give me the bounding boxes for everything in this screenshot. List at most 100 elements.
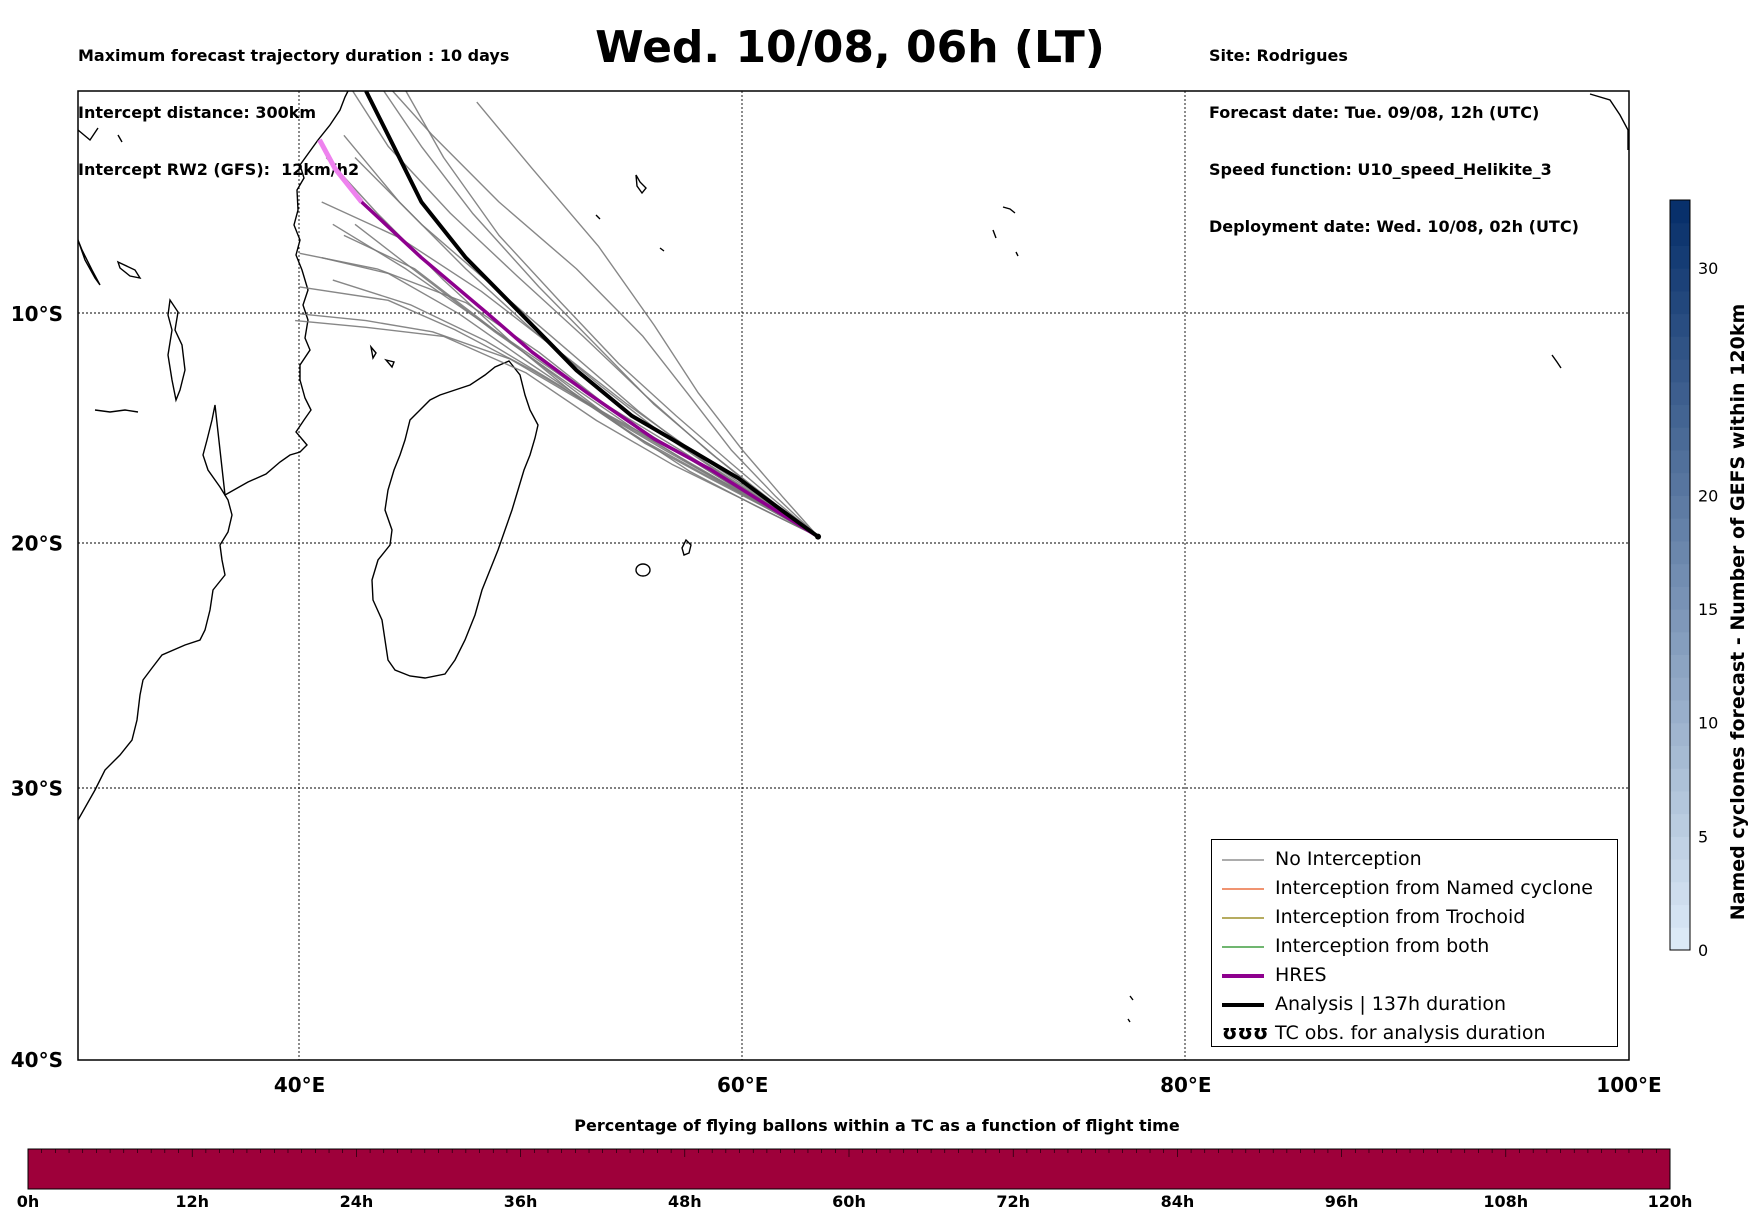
colorbar-tick-label: 10 xyxy=(1698,714,1718,733)
gefs-track xyxy=(352,91,819,538)
latitude-tick-label: 20°S xyxy=(11,532,63,556)
mauritius-island xyxy=(681,538,692,556)
graticule xyxy=(78,91,1629,1060)
lake-malawi xyxy=(167,298,186,403)
gefs-track xyxy=(299,313,819,538)
legend-item: ʊʊʊ TC obs. for analysis duration xyxy=(1212,1020,1617,1048)
time-label: 96h xyxy=(1324,1192,1359,1211)
far-east-islands xyxy=(1127,93,1629,1023)
main-title: Wed. 10/08, 06h (LT) xyxy=(595,22,1105,73)
africa-coastline-north xyxy=(78,127,123,143)
colorbar-tick-label: 0 xyxy=(1698,941,1708,960)
legend-label: Interception from Named cyclone xyxy=(1275,877,1593,899)
time-label: 72h xyxy=(996,1192,1031,1211)
colorbar-cell xyxy=(1670,450,1690,474)
colorbar-tick-label: 5 xyxy=(1698,827,1708,846)
colorbar-cell xyxy=(1670,813,1690,837)
right-colorbar: 0 5 10 15 20 30 xyxy=(1669,199,1718,960)
bottom-colorbar-title: Percentage of flying ballons within a TC… xyxy=(574,1116,1180,1135)
comoros-islands xyxy=(369,344,395,369)
colorbar-cell xyxy=(1670,677,1690,701)
colorbar-cell xyxy=(1670,904,1690,928)
gefs-track xyxy=(476,101,819,538)
legend-swatch xyxy=(1222,917,1264,919)
header-right-line: Deployment date: Wed. 10/08, 02h (UTC) xyxy=(1209,217,1579,236)
colorbar-tick-label: 20 xyxy=(1698,486,1718,505)
colorbar-cell xyxy=(1670,836,1690,860)
colorbar-cell xyxy=(1670,540,1690,565)
colorbar-cell xyxy=(1670,222,1690,246)
time-label: 108h xyxy=(1483,1192,1529,1211)
colorbar-cell xyxy=(1670,495,1690,519)
gefs-track xyxy=(405,91,819,538)
time-label: 24h xyxy=(339,1192,374,1211)
header-left-line: Intercept distance: 300km xyxy=(78,103,317,122)
coastlines xyxy=(78,91,1629,1023)
gefs-track xyxy=(383,91,819,538)
legend-label: Interception from Trochoid xyxy=(1275,906,1526,928)
bottom-colorbar xyxy=(27,1148,1671,1190)
legend-swatch xyxy=(1222,974,1264,978)
colorbar-cell xyxy=(1670,245,1690,269)
colorbar-cell xyxy=(1670,359,1690,383)
colorbar-cell xyxy=(1670,472,1690,496)
gefs-track xyxy=(332,279,819,538)
colorbar-cell xyxy=(1670,268,1690,292)
time-label: 120h xyxy=(1647,1192,1693,1211)
trajectory-layer xyxy=(295,91,822,540)
time-label: 0h xyxy=(16,1192,40,1211)
colorbar-cell xyxy=(1670,768,1690,792)
colorbar-cell xyxy=(1670,654,1690,678)
longitude-tick-label: 40°E xyxy=(274,1073,326,1097)
longitude-tick-label: 80°E xyxy=(1160,1073,1212,1097)
time-label: 84h xyxy=(1160,1192,1195,1211)
tc-symbol-icon: ʊʊʊ xyxy=(1222,1020,1269,1044)
colorbar-cell xyxy=(1670,722,1690,746)
legend-item: Analysis | 137h duration xyxy=(1212,991,1617,1019)
colorbar-cell xyxy=(1670,427,1690,451)
right-colorbar-label: Named cyclones forecast - Number of GEFS… xyxy=(1727,303,1749,921)
colorbar-cell xyxy=(1670,859,1690,883)
analysis-track xyxy=(364,91,820,539)
lake-tanganyika xyxy=(116,260,142,280)
colorbar-cell xyxy=(1670,609,1690,633)
legend-label: No Interception xyxy=(1275,848,1422,870)
legend-swatch xyxy=(1222,1003,1264,1007)
gefs-track xyxy=(295,319,819,538)
legend-item: Interception from Named cyclone xyxy=(1212,875,1617,903)
colorbar-cell xyxy=(1670,881,1690,906)
header-left-line: Maximum forecast trajectory duration : 1… xyxy=(78,46,510,65)
legend-item: HRES xyxy=(1212,962,1617,990)
colorbar-cell xyxy=(1670,745,1690,769)
legend-label: TC obs. for analysis duration xyxy=(1275,1022,1546,1044)
colorbar-tick-label: 30 xyxy=(1698,259,1718,278)
colorbar-cell xyxy=(1670,200,1690,224)
gefs-track xyxy=(321,201,819,538)
legend-item: Interception from both xyxy=(1212,933,1617,961)
gefs-track xyxy=(321,257,819,538)
legend-swatch xyxy=(1222,859,1264,861)
colorbar-cell xyxy=(1670,290,1690,315)
latitude-tick-label: 30°S xyxy=(11,777,63,801)
header-right-line: Speed function: U10_speed_Helikite_3 xyxy=(1209,160,1552,179)
colorbar-cell xyxy=(1670,631,1690,656)
axis-labels: 40°E 60°E 80°E 100°E 10°S 20°S 30°S 40°S xyxy=(11,302,1662,1097)
header-right: Site: Rodrigues Forecast date: Tue. 09/0… xyxy=(1209,8,1579,255)
header-right-line: Site: Rodrigues xyxy=(1209,46,1348,65)
colorbar-cell xyxy=(1670,381,1690,406)
colorbar-cell xyxy=(1670,927,1690,951)
time-label: 48h xyxy=(667,1192,702,1211)
lake-kariba xyxy=(94,409,139,413)
legend-swatch xyxy=(1222,888,1264,890)
colorbar-cell xyxy=(1670,700,1690,724)
legend: No Interception Interception from Named … xyxy=(1211,839,1618,1047)
gefs-track xyxy=(354,157,819,538)
colorbar-tick-label: 15 xyxy=(1698,600,1718,619)
legend-label: Interception from both xyxy=(1275,935,1490,957)
colorbar-cell xyxy=(1670,518,1690,542)
colorbar-frame xyxy=(1669,199,1691,951)
madagascar-coastline xyxy=(371,360,539,679)
colorbar-cell xyxy=(1670,313,1690,337)
lake-victoria xyxy=(78,239,101,286)
header-right-line: Forecast date: Tue. 09/08, 12h (UTC) xyxy=(1209,103,1540,122)
